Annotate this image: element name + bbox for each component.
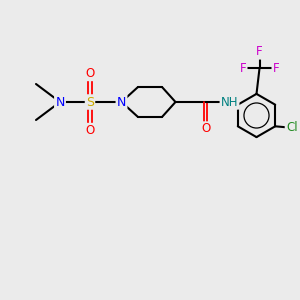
Text: O: O <box>85 67 94 80</box>
Text: N: N <box>117 95 126 109</box>
Text: S: S <box>86 95 94 109</box>
Text: O: O <box>85 124 94 137</box>
Text: N: N <box>55 95 65 109</box>
Text: F: F <box>240 62 246 75</box>
Text: F: F <box>273 62 279 75</box>
Text: Cl: Cl <box>286 121 298 134</box>
Text: NH: NH <box>221 95 238 109</box>
Text: O: O <box>201 122 210 136</box>
Text: F: F <box>256 45 263 58</box>
